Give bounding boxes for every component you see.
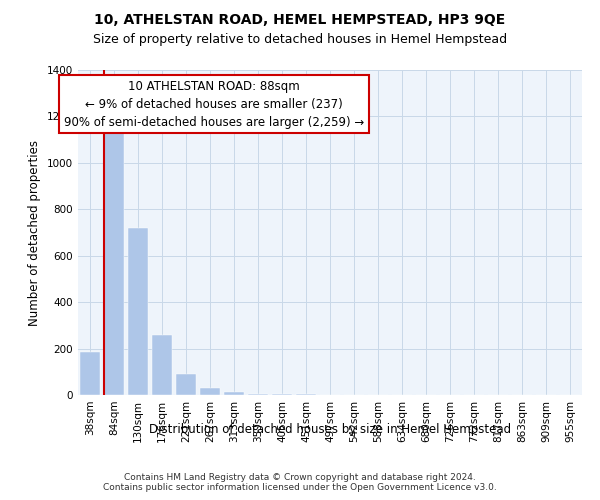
Text: Contains HM Land Registry data © Crown copyright and database right 2024.
Contai: Contains HM Land Registry data © Crown c… — [103, 472, 497, 492]
Text: 10, ATHELSTAN ROAD, HEMEL HEMPSTEAD, HP3 9QE: 10, ATHELSTAN ROAD, HEMEL HEMPSTEAD, HP3… — [94, 12, 506, 26]
Bar — [104, 128, 124, 395]
Bar — [296, 394, 316, 395]
Bar — [224, 392, 244, 395]
Bar — [80, 352, 100, 395]
Text: 10 ATHELSTAN ROAD: 88sqm
← 9% of detached houses are smaller (237)
90% of semi-d: 10 ATHELSTAN ROAD: 88sqm ← 9% of detache… — [64, 80, 364, 128]
Bar — [128, 228, 148, 395]
Bar — [152, 334, 172, 395]
Text: Size of property relative to detached houses in Hemel Hempstead: Size of property relative to detached ho… — [93, 32, 507, 46]
Y-axis label: Number of detached properties: Number of detached properties — [28, 140, 41, 326]
Bar — [248, 394, 268, 395]
Bar — [200, 388, 220, 395]
Text: Distribution of detached houses by size in Hemel Hempstead: Distribution of detached houses by size … — [149, 422, 511, 436]
Bar — [272, 394, 292, 395]
Bar — [176, 374, 196, 395]
